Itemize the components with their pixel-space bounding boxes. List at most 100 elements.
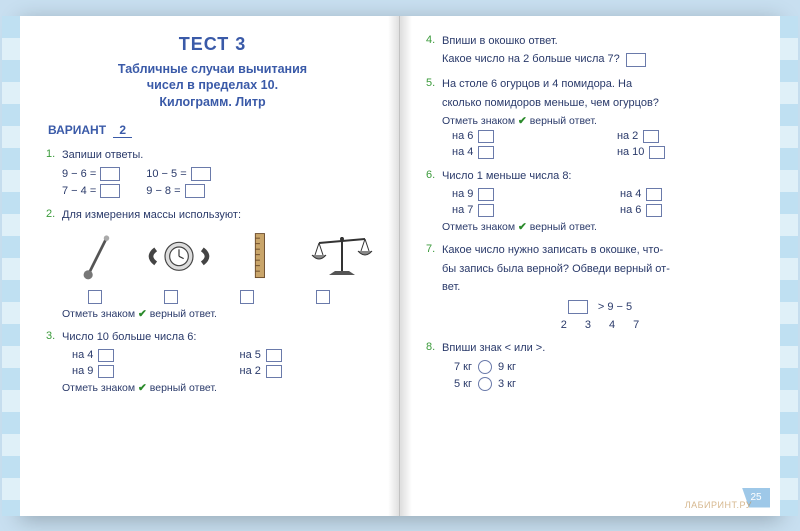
- variant-label: ВАРИАНТ 2: [48, 123, 377, 138]
- task-number: 7.: [426, 243, 435, 255]
- equation: 9 − 8 =: [146, 184, 204, 198]
- checkbox[interactable]: [266, 349, 282, 362]
- task-text: Какое число нужно записать в окошке, что…: [442, 243, 758, 258]
- check-icon: ✔: [138, 308, 147, 320]
- checkbox[interactable]: [266, 365, 282, 378]
- checkbox[interactable]: [98, 365, 114, 378]
- answer-option[interactable]: 4: [609, 319, 615, 331]
- task-8: 8. Впиши знак < или >. 7 кг 9 кг 5 кг 3 …: [428, 341, 758, 391]
- answer-options: 2 3 4 7: [442, 319, 758, 331]
- task-4: 4. Впиши в окошко ответ. Какое число на …: [428, 34, 758, 68]
- option: на 4: [452, 146, 587, 159]
- equation: 10 − 5 =: [146, 167, 210, 181]
- option: на 10: [617, 146, 758, 159]
- equation: 9 − 6 =: [62, 167, 120, 181]
- answer-option[interactable]: 7: [633, 319, 639, 331]
- tools-row: [62, 229, 377, 284]
- task-2: 2. Для измерения массы используют:: [48, 208, 377, 320]
- option: на 2: [240, 365, 378, 378]
- task-number: 1.: [46, 148, 55, 160]
- balance-scale-icon: [307, 229, 377, 284]
- task-number: 2.: [46, 208, 55, 220]
- answer-box[interactable]: [185, 184, 205, 198]
- checkbox[interactable]: [164, 290, 178, 304]
- answer-box[interactable]: [191, 167, 211, 181]
- task-text: сколько помидоров меньше, чем огурцов?: [442, 96, 758, 111]
- answer-box[interactable]: [100, 167, 120, 181]
- task-number: 5.: [426, 77, 435, 89]
- inequality: > 9 − 5: [442, 300, 758, 314]
- equation: 7 − 4 =: [62, 184, 120, 198]
- answer-option[interactable]: 3: [585, 319, 591, 331]
- sign-circle[interactable]: [478, 360, 492, 374]
- task-number: 4.: [426, 34, 435, 46]
- hint-text: Отметь знаком ✔ верный ответ.: [62, 308, 377, 320]
- checkbox-row: [62, 290, 377, 304]
- task-number: 3.: [46, 330, 55, 342]
- option: на 6: [452, 130, 587, 143]
- answer-box[interactable]: [100, 184, 120, 198]
- option: на 6: [620, 204, 758, 217]
- task-text: Какое число на 2 больше числа 7?: [442, 52, 758, 67]
- compare-row: 5 кг 3 кг: [454, 377, 758, 391]
- right-page: 4. Впиши в окошко ответ. Какое число на …: [400, 16, 780, 516]
- checkbox[interactable]: [643, 130, 659, 143]
- option: на 4: [620, 188, 758, 201]
- hint-text: Отметь знаком ✔ верный ответ.: [442, 221, 758, 233]
- left-page: ТЕСТ 3 Табличные случаи вычитания чисел …: [20, 16, 400, 516]
- thermometer-icon: [62, 229, 132, 284]
- ruler-icon: [225, 229, 295, 284]
- checkbox[interactable]: [646, 188, 662, 201]
- left-edge-pattern: [2, 16, 20, 516]
- watch-icon: [144, 229, 214, 284]
- task-number: 6.: [426, 169, 435, 181]
- workbook-spread: ТЕСТ 3 Табличные случаи вычитания чисел …: [20, 16, 780, 516]
- checkbox[interactable]: [478, 130, 494, 143]
- checkbox[interactable]: [316, 290, 330, 304]
- task-7: 7. Какое число нужно записать в окошке, …: [428, 243, 758, 332]
- checkbox[interactable]: [478, 204, 494, 217]
- right-edge-pattern: [780, 16, 798, 516]
- option: на 4: [72, 349, 210, 362]
- watermark: ЛАБИРИНТ.РУ: [685, 500, 752, 510]
- task-1: 1. Запиши ответы. 9 − 6 = 10 − 5 = 7 − 4…: [48, 148, 377, 198]
- check-icon: ✔: [138, 382, 147, 394]
- test-subtitle: Табличные случаи вычитания чисел в преде…: [48, 61, 377, 112]
- task-5: 5. На столе 6 огурцов и 4 помидора. На с…: [428, 77, 758, 159]
- test-title: ТЕСТ 3: [48, 34, 377, 55]
- option: на 7: [452, 204, 590, 217]
- task-text: На столе 6 огурцов и 4 помидора. На: [442, 77, 758, 92]
- sign-circle[interactable]: [478, 377, 492, 391]
- option: на 5: [240, 349, 378, 362]
- variant-number: 2: [113, 123, 132, 138]
- compare-row: 7 кг 9 кг: [454, 360, 758, 374]
- task-text: Число 10 больше числа 6:: [62, 330, 377, 345]
- checkbox[interactable]: [646, 204, 662, 217]
- task-text: Для измерения массы используют:: [62, 208, 377, 223]
- checkbox[interactable]: [478, 188, 494, 201]
- option: на 2: [617, 130, 758, 143]
- task-text: Запиши ответы.: [62, 148, 377, 163]
- task-3: 3. Число 10 больше числа 6: на 4 на 5 на…: [48, 330, 377, 394]
- option: на 9: [72, 365, 210, 378]
- answer-box[interactable]: [568, 300, 588, 314]
- task-text: Впиши знак < или >.: [442, 341, 758, 356]
- check-icon: ✔: [518, 221, 527, 233]
- checkbox[interactable]: [649, 146, 665, 159]
- task-text: вет.: [442, 280, 758, 295]
- hint-text: Отметь знаком ✔ верный ответ.: [62, 382, 377, 394]
- answer-option[interactable]: 2: [561, 319, 567, 331]
- answer-box[interactable]: [626, 53, 646, 67]
- task-text: бы запись была верной? Обведи верный от-: [442, 262, 758, 277]
- task-6: 6. Число 1 меньше числа 8: на 9 на 4 на …: [428, 169, 758, 233]
- hint-text: Отметь знаком ✔ верный ответ.: [442, 115, 758, 127]
- check-icon: ✔: [518, 115, 527, 127]
- checkbox[interactable]: [478, 146, 494, 159]
- option: на 9: [452, 188, 590, 201]
- checkbox[interactable]: [240, 290, 254, 304]
- checkbox[interactable]: [98, 349, 114, 362]
- task-number: 8.: [426, 341, 435, 353]
- checkbox[interactable]: [88, 290, 102, 304]
- task-text: Впиши в окошко ответ.: [442, 34, 758, 49]
- task-text: Число 1 меньше числа 8:: [442, 169, 758, 184]
